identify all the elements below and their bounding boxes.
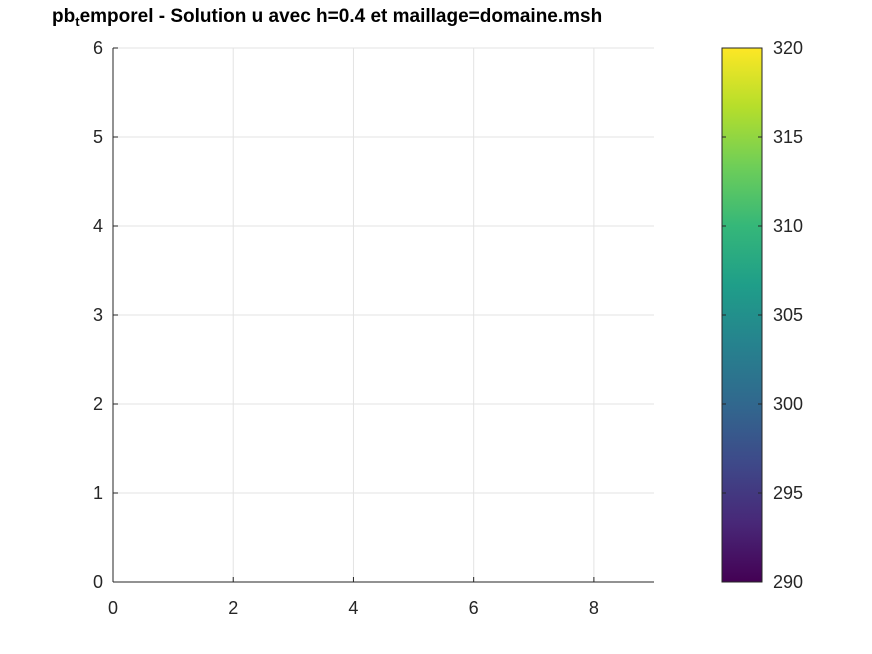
x-tick-label: 6	[469, 598, 479, 618]
y-tick-label: 3	[93, 305, 103, 325]
title-subscript: t	[75, 14, 80, 29]
colorbar-gradient	[721, 47, 763, 583]
x-tick-label: 2	[228, 598, 238, 618]
colorbar-tick-label: 290	[773, 572, 803, 592]
y-tick-label: 6	[93, 38, 103, 58]
chart-title: pbtemporel - Solution u avec h=0.4 et ma…	[52, 6, 602, 29]
y-tick-label: 4	[93, 216, 103, 236]
plot-area: 0 2 4 6 8 0 1 2 3 4 5 6	[93, 38, 654, 618]
grid-horizontal-lines	[113, 47, 654, 494]
x-tick-label: 8	[589, 598, 599, 618]
x-axis-ticks: 0 2 4 6 8	[108, 577, 599, 618]
colorbar-tick-label: 315	[773, 127, 803, 147]
colorbar-tick-label: 295	[773, 483, 803, 503]
y-tick-label: 1	[93, 483, 103, 503]
y-tick-label: 0	[93, 572, 103, 592]
title-prefix: pb	[52, 6, 75, 27]
y-tick-label: 2	[93, 394, 103, 414]
colorbar: 290 295 300 305 310 315 320	[721, 38, 803, 592]
x-tick-label: 0	[108, 598, 118, 618]
colorbar-tick-label: 305	[773, 305, 803, 325]
colorbar-tick-label: 320	[773, 38, 803, 58]
x-tick-label: 4	[348, 598, 358, 618]
y-tick-label: 5	[93, 127, 103, 147]
colorbar-tick-label: 300	[773, 394, 803, 414]
colorbar-ticks: 290 295 300 305 310 315 320	[722, 38, 803, 592]
colorbar-tick-label: 310	[773, 216, 803, 236]
y-axis-ticks: 0 1 2 3 4 5 6	[93, 38, 118, 592]
title-suffix: emporel - Solution u avec h=0.4 et maill…	[80, 6, 603, 27]
